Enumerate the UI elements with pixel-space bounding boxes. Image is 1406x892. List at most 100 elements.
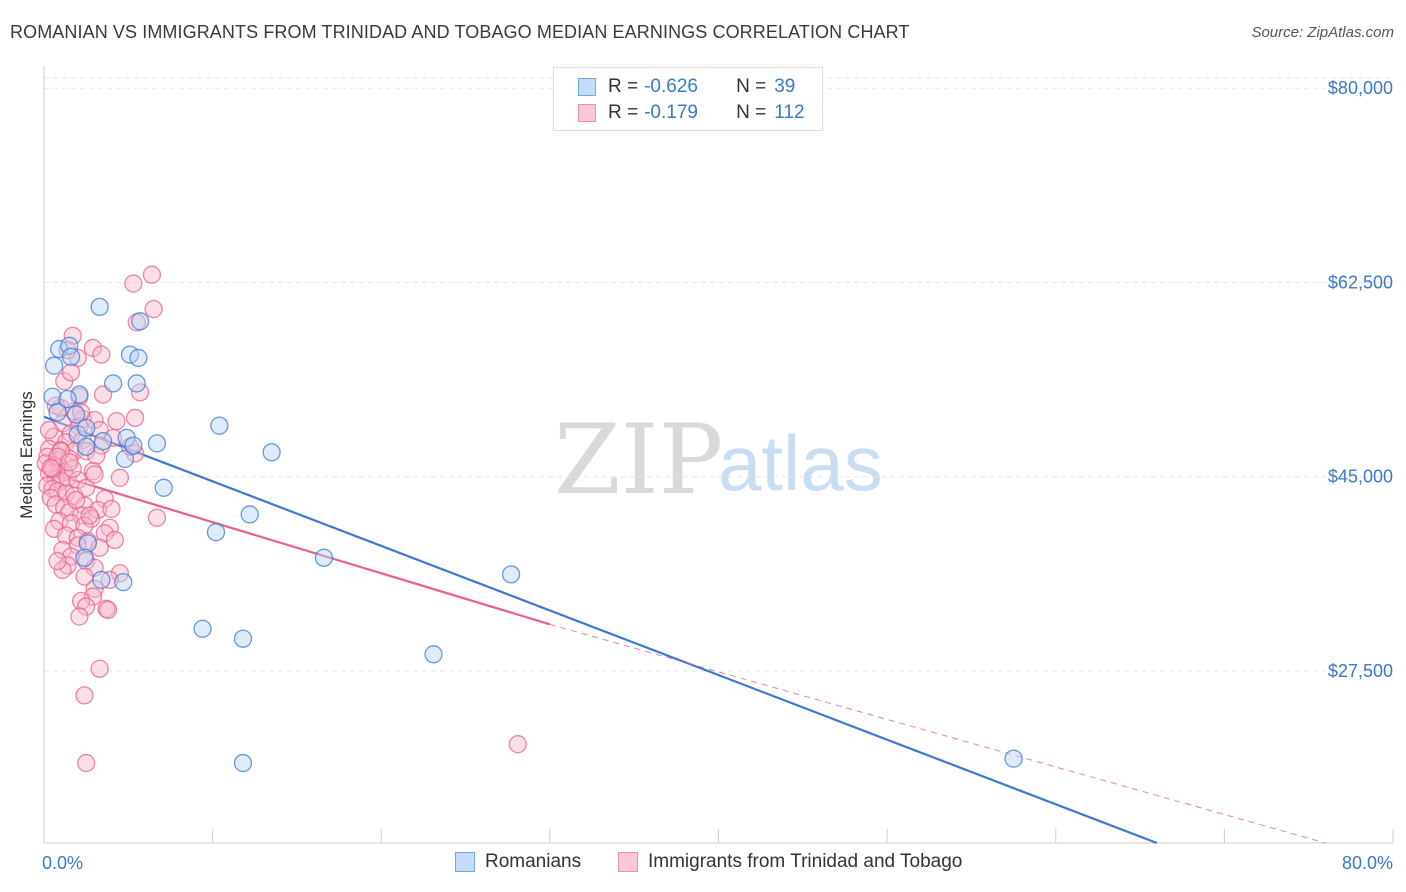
- point-trinidad: [77, 753, 96, 773]
- legend-swatch-romanians: [578, 78, 596, 96]
- legend-label-romanians: Romanians: [485, 851, 582, 872]
- y-tick-label: $80,000: [1328, 78, 1393, 98]
- x-tick-label: 0.0%: [42, 853, 83, 873]
- point-romanians: [233, 629, 253, 648]
- point-romanians: [66, 405, 86, 424]
- point-romanians: [115, 449, 135, 469]
- point-romanians: [61, 347, 81, 366]
- point-trinidad: [48, 551, 67, 571]
- point-romanians: [103, 374, 123, 393]
- correlation-legend: R = -0.626 N = 39 R = -0.179 N = 112: [553, 67, 823, 131]
- point-romanians: [501, 565, 521, 584]
- point-trinidad: [90, 420, 109, 440]
- point-trinidad: [77, 597, 96, 616]
- point-trinidad: [68, 528, 87, 547]
- point-romanians: [154, 478, 173, 497]
- legend-n-label: N =: [736, 76, 767, 97]
- point-romanians: [78, 534, 97, 553]
- point-romanians: [424, 645, 443, 664]
- point-trinidad: [98, 600, 118, 620]
- legend-n-value: 112: [774, 102, 805, 123]
- point-romanians: [127, 374, 146, 393]
- point-trinidad: [63, 326, 82, 345]
- point-trinidad: [83, 587, 103, 606]
- point-trinidad: [71, 591, 91, 611]
- trend-line-trinidad: [43, 470, 551, 626]
- point-romanians: [129, 348, 148, 368]
- point-romanians: [193, 619, 212, 638]
- point-trinidad: [142, 265, 162, 284]
- point-romanians: [210, 416, 229, 435]
- legend-r-label: R =: [608, 102, 639, 123]
- point-trinidad: [105, 530, 124, 550]
- legend-item-trinidad[interactable]: Immigrants from Trinidad and Tobago: [618, 851, 962, 873]
- legend-r-label: R =: [608, 76, 639, 97]
- point-romanians: [44, 356, 64, 375]
- point-trinidad: [70, 607, 89, 626]
- series-legend: Romanians Immigrants from Trinidad and T…: [0, 851, 1406, 877]
- point-trinidad: [80, 506, 99, 525]
- gridlines: [44, 77, 1393, 672]
- point-trinidad: [508, 735, 527, 754]
- point-romanians: [240, 505, 259, 524]
- y-tick-label: $27,500: [1328, 661, 1393, 681]
- trend-line-romanians: [43, 415, 1158, 845]
- trend-lines: [43, 415, 1326, 845]
- point-romanians: [130, 312, 150, 331]
- point-romanians: [93, 432, 113, 451]
- point-trinidad: [147, 508, 167, 527]
- point-trinidad: [41, 458, 60, 477]
- point-trinidad: [60, 453, 79, 472]
- watermark-atlas: atlas: [718, 419, 883, 507]
- point-trinidad: [90, 538, 109, 557]
- point-romanians: [1004, 749, 1023, 768]
- source-credit: Source: ZipAtlas.com: [1251, 24, 1394, 41]
- point-trinidad: [102, 499, 121, 519]
- legend-swatch-romanians: [455, 852, 475, 872]
- y-tick-labels: $27,500 $45,000 $62,500 $80,000: [1328, 78, 1393, 681]
- point-romanians: [114, 573, 133, 592]
- legend-n-value: 39: [774, 76, 796, 97]
- point-trinidad: [66, 490, 86, 510]
- legend-swatch-trinidad: [578, 104, 596, 122]
- x-tick-labels: 0.0% 80.0%: [42, 853, 1393, 873]
- point-romanians: [58, 389, 77, 409]
- point-trinidad: [85, 465, 104, 484]
- legend-row-trinidad: R = -0.179 N = 112: [578, 100, 805, 126]
- point-trinidad: [77, 478, 96, 497]
- point-romanians: [48, 403, 67, 422]
- x-tick-label: 80.0%: [1342, 853, 1393, 873]
- point-trinidad: [39, 420, 59, 440]
- point-trinidad: [77, 442, 96, 461]
- legend-item-romanians[interactable]: Romanians: [455, 851, 581, 873]
- legend-label-trinidad: Immigrants from Trinidad and Tobago: [648, 851, 963, 872]
- point-romanians: [90, 297, 109, 317]
- y-tick-label: $62,500: [1328, 272, 1393, 292]
- legend-swatch-trinidad: [618, 852, 638, 872]
- point-trinidad: [56, 526, 76, 545]
- point-romanians: [314, 548, 334, 567]
- legend-r-value: -0.626: [644, 76, 698, 97]
- watermark: ZIP atlas: [554, 404, 883, 516]
- point-romanians: [233, 753, 253, 773]
- point-trinidad: [124, 274, 143, 293]
- point-trinidad: [125, 408, 145, 428]
- point-romanians: [262, 443, 281, 462]
- y-axis-label: Median Earnings: [17, 391, 36, 519]
- point-trinidad: [107, 412, 126, 431]
- point-romanians: [92, 570, 111, 590]
- legend-r-value: -0.179: [644, 102, 698, 123]
- point-trinidad: [95, 489, 114, 509]
- point-trinidad: [144, 299, 163, 319]
- point-romanians: [124, 436, 143, 455]
- point-trinidad: [103, 428, 123, 448]
- point-trinidad: [110, 468, 130, 487]
- legend-row-romanians: R = -0.626 N = 39: [578, 74, 795, 100]
- data-points: [36, 265, 1023, 773]
- point-trinidad: [90, 659, 109, 678]
- point-romanians: [77, 418, 96, 438]
- point-romanians: [43, 387, 62, 406]
- point-trinidad: [92, 345, 111, 364]
- point-romanians: [147, 434, 167, 453]
